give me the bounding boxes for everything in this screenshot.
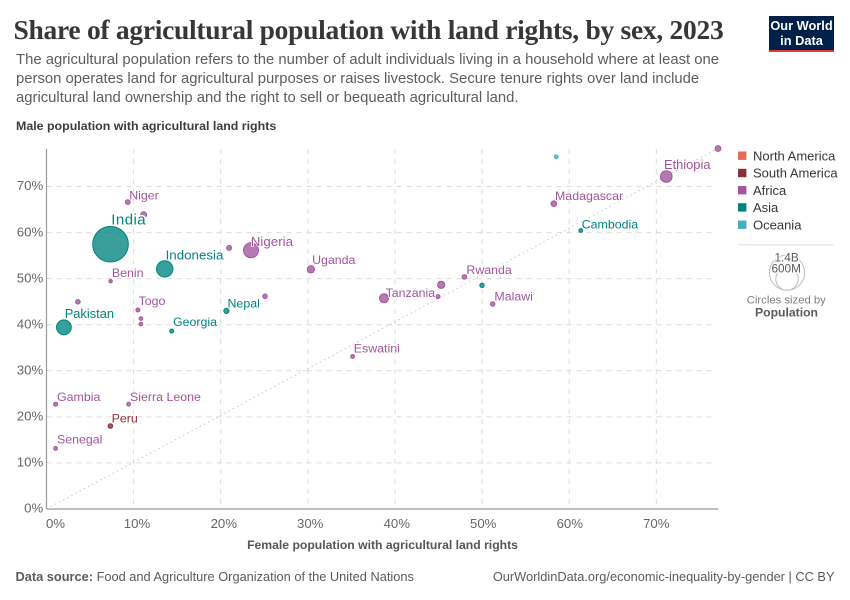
svg-text:10%: 10% bbox=[17, 455, 44, 470]
svg-text:30%: 30% bbox=[17, 363, 44, 378]
svg-text:Niger: Niger bbox=[129, 188, 159, 202]
svg-text:Togo: Togo bbox=[139, 294, 166, 308]
svg-text:70%: 70% bbox=[643, 516, 670, 531]
svg-text:60%: 60% bbox=[17, 224, 44, 239]
svg-text:Population: Population bbox=[755, 305, 818, 319]
svg-text:Nigeria: Nigeria bbox=[251, 234, 294, 249]
svg-text:Benin: Benin bbox=[112, 266, 144, 280]
svg-text:10%: 10% bbox=[124, 516, 151, 531]
svg-text:Uganda: Uganda bbox=[312, 253, 355, 267]
svg-text:0%: 0% bbox=[24, 501, 43, 516]
svg-text:0%: 0% bbox=[46, 516, 65, 531]
svg-text:40%: 40% bbox=[384, 516, 411, 531]
svg-text:50%: 50% bbox=[470, 516, 497, 531]
svg-text:Nepal: Nepal bbox=[228, 296, 260, 310]
svg-text:Madagascar: Madagascar bbox=[555, 189, 623, 203]
svg-text:600M: 600M bbox=[771, 261, 801, 275]
svg-text:Ethiopia: Ethiopia bbox=[664, 157, 711, 172]
svg-text:Oceania: Oceania bbox=[753, 217, 802, 232]
svg-text:Female population with agricul: Female population with agricultural land… bbox=[247, 538, 518, 552]
svg-text:Circles sized by: Circles sized by bbox=[747, 294, 826, 306]
svg-text:Pakistan: Pakistan bbox=[65, 306, 114, 321]
svg-text:50%: 50% bbox=[17, 270, 44, 285]
svg-text:India: India bbox=[111, 212, 146, 229]
svg-text:60%: 60% bbox=[557, 516, 584, 531]
svg-text:40%: 40% bbox=[17, 316, 44, 331]
svg-text:Rwanda: Rwanda bbox=[466, 263, 512, 277]
svg-text:Senegal: Senegal bbox=[57, 433, 102, 447]
svg-text:Asia: Asia bbox=[753, 200, 779, 215]
svg-text:North America: North America bbox=[753, 148, 836, 163]
svg-text:Indonesia: Indonesia bbox=[166, 248, 224, 263]
svg-text:Peru: Peru bbox=[112, 412, 138, 426]
svg-text:1.4B: 1.4B bbox=[774, 251, 798, 265]
svg-text:70%: 70% bbox=[17, 178, 44, 193]
svg-text:Tanzania: Tanzania bbox=[386, 286, 436, 300]
svg-text:Malawi: Malawi bbox=[494, 290, 533, 304]
svg-text:Africa: Africa bbox=[753, 183, 787, 198]
svg-text:Georgia: Georgia bbox=[173, 315, 217, 329]
svg-text:Gambia: Gambia bbox=[57, 390, 100, 404]
svg-text:South America: South America bbox=[753, 166, 838, 181]
svg-text:Sierra Leone: Sierra Leone bbox=[130, 390, 201, 404]
svg-text:Cambodia: Cambodia bbox=[582, 217, 639, 231]
svg-text:20%: 20% bbox=[17, 409, 44, 424]
svg-text:20%: 20% bbox=[211, 516, 238, 531]
svg-text:Eswatini: Eswatini bbox=[354, 342, 400, 356]
svg-text:30%: 30% bbox=[297, 516, 324, 531]
